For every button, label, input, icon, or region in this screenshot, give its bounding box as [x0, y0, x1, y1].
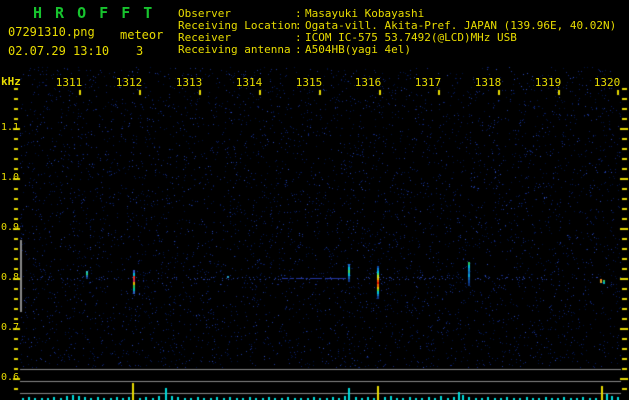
- freq-tick-label: 1.1: [1, 122, 20, 133]
- info-label: Receiving Location: [178, 19, 298, 32]
- info-colon: :: [295, 19, 302, 32]
- info-row-observer: Observer : Masayuki Kobayashi: [0, 7, 629, 20]
- mode-label: meteor: [120, 28, 164, 42]
- time-tick-label: 1316: [354, 76, 382, 89]
- info-value: A504HB(yagi 4el): [305, 43, 411, 56]
- time-tick-label: 1318: [474, 76, 502, 89]
- time-tick-label: 1319: [534, 76, 562, 89]
- app-title: H R O F F T: [33, 4, 155, 22]
- freq-tick-label: 0.8: [1, 272, 20, 283]
- info-colon: :: [295, 7, 302, 20]
- info-label: Observer: [178, 7, 231, 20]
- info-row-receiver: Receiver : ICOM IC-575 53.7492(@LCD)MHz …: [0, 31, 629, 44]
- freq-tick-label: 0.9: [1, 222, 20, 233]
- freq-tick-label: 1.0: [1, 172, 20, 183]
- time-tick-label: 1311: [55, 76, 83, 89]
- info-row-location: Receiving Location : Ogata-vill. Akita-P…: [0, 19, 629, 32]
- info-value: ICOM IC-575 53.7492(@LCD)MHz USB: [305, 31, 517, 44]
- output-filename: 07291310.png: [8, 25, 95, 39]
- freq-tick-label: 0.6: [1, 372, 20, 383]
- frequency-axis-unit: kHz: [1, 75, 21, 88]
- info-colon: :: [295, 43, 302, 56]
- freq-tick-label: 0.7: [1, 322, 20, 333]
- meteor-count: 3: [136, 44, 144, 58]
- info-row-antenna: Receiving antenna : A504HB(yagi 4el): [0, 43, 629, 56]
- observation-datetime: 02.07.29 13:10: [8, 44, 110, 58]
- time-tick-label: 1315: [295, 76, 323, 89]
- info-colon: :: [295, 31, 302, 44]
- time-tick-label: 1320: [593, 76, 621, 89]
- info-value: Masayuki Kobayashi: [305, 7, 425, 20]
- info-label: Receiver: [178, 31, 231, 44]
- time-tick-label: 1313: [175, 76, 203, 89]
- info-label: Receiving antenna: [178, 43, 291, 56]
- time-tick-label: 1317: [414, 76, 442, 89]
- time-tick-label: 1312: [115, 76, 143, 89]
- info-value: Ogata-vill. Akita-Pref. JAPAN (139.96E, …: [305, 19, 617, 32]
- time-tick-label: 1314: [235, 76, 263, 89]
